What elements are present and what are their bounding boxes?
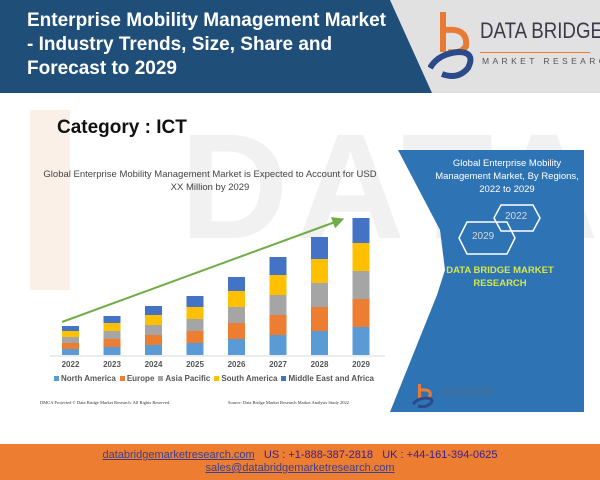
panel-brand-text: DATA BRIDGE MARKET RESEARCH xyxy=(446,265,554,289)
x-tick-label: 2028 xyxy=(311,360,329,369)
website-link[interactable]: databridgemarketresearch.com xyxy=(102,449,255,461)
bar-segment-asia-pacific-2027 xyxy=(269,295,287,315)
bar-segment-europe-2029 xyxy=(352,299,370,327)
bar-segment-south-america-2026 xyxy=(228,291,245,307)
bar-segment-south-america-2027 xyxy=(269,275,287,295)
bar-segment-north-america-2022 xyxy=(62,349,79,355)
legend-item-middle-east-and-africa: Middle East and Africa xyxy=(281,374,374,383)
bar-segment-south-america-2028 xyxy=(311,259,328,283)
x-tick-label: 2023 xyxy=(103,360,121,369)
us-phone: US : +1-888-387-2818 xyxy=(263,449,374,461)
legend-swatch xyxy=(54,376,59,382)
x-tick-label: 2029 xyxy=(352,360,370,369)
bar-segment-middle-east-and-africa-2026 xyxy=(228,277,245,291)
legend-swatch xyxy=(158,376,164,382)
mini-logo-text: DATA BRIDGE xyxy=(440,386,493,395)
bar-segment-north-america-2025 xyxy=(186,343,204,355)
x-tick-label: 2027 xyxy=(269,360,287,369)
growth-trend-arrow xyxy=(61,217,345,323)
mini-logo-icon xyxy=(412,384,434,408)
bar-segment-north-america-2026 xyxy=(228,339,245,355)
legend-swatch xyxy=(119,376,125,382)
header-title-band xyxy=(0,0,432,93)
bar-segment-europe-2026 xyxy=(228,323,245,339)
logo-b-icon xyxy=(427,12,474,79)
hex-label-end: 2029 xyxy=(472,231,495,242)
chart-legend: North America Europe Asia Pacific South Ame… xyxy=(54,374,378,383)
bar-segment-europe-2024 xyxy=(145,335,162,345)
legend-label: South America xyxy=(221,374,278,383)
email-link[interactable]: sales@databridgemarketresearch.com xyxy=(205,462,395,474)
hex-label-start: 2022 xyxy=(505,211,528,222)
page-title: Enterprise Mobility Management Market - … xyxy=(27,10,386,79)
watermark-logo xyxy=(30,110,190,290)
bar-segment-south-america-2023 xyxy=(103,323,121,331)
bar-segment-europe-2023 xyxy=(103,339,121,347)
bar-segment-asia-pacific-2029 xyxy=(352,271,370,299)
bar-segment-middle-east-and-africa-2028 xyxy=(311,237,328,259)
logo-divider xyxy=(480,52,590,53)
x-tick-label: 2022 xyxy=(62,360,80,369)
legend-swatch xyxy=(214,376,220,382)
bar-segment-north-america-2024 xyxy=(145,345,162,355)
bar-segment-europe-2027 xyxy=(269,315,287,335)
legend-label: Asia Pacific xyxy=(165,374,211,383)
bar-segment-north-america-2027 xyxy=(269,335,287,355)
footer-contact-bar: databridgemarketresearch.com US : +1-888… xyxy=(0,444,600,480)
bar-segment-north-america-2023 xyxy=(103,347,121,355)
legend-item-europe: Europe xyxy=(119,374,155,383)
copyright-note: DMCA Protected © Data Bridge Market Rese… xyxy=(40,400,171,405)
bar-segment-middle-east-and-africa-2025 xyxy=(186,296,204,307)
legend-label: Europe xyxy=(126,374,155,383)
bar-segment-europe-2025 xyxy=(186,331,204,343)
legend-item-north-america: North America xyxy=(54,374,116,383)
data-bridge-logo: DATA BRIDGE MARKET RESEARCH xyxy=(427,10,600,80)
bar-segment-middle-east-and-africa-2023 xyxy=(103,316,121,323)
legend-item-asia-pacific: Asia Pacific xyxy=(158,374,210,383)
bar-segment-asia-pacific-2026 xyxy=(228,307,245,323)
chart-title: Global Enterprise Mobility Management Ma… xyxy=(43,169,377,193)
legend-label: North America xyxy=(61,374,116,383)
x-tick-label: 2026 xyxy=(228,360,246,369)
bar-segment-south-america-2024 xyxy=(145,315,162,325)
source-note: Source: Data Bridge Market Research Mark… xyxy=(228,400,349,405)
bar-segment-south-america-2022 xyxy=(62,331,79,337)
bar-segment-north-america-2029 xyxy=(352,327,370,355)
logo-subtitle: MARKET RESEARCH xyxy=(482,56,600,66)
hexagon-2022-icon xyxy=(493,204,541,232)
legend-label: Middle East and Africa xyxy=(288,374,374,383)
bar-segment-middle-east-and-africa-2029 xyxy=(352,218,370,243)
bar-segment-asia-pacific-2024 xyxy=(145,325,162,335)
hexagon-2029-icon xyxy=(458,221,516,255)
bar-segment-south-america-2025 xyxy=(186,307,204,319)
bar-segment-south-america-2029 xyxy=(352,243,370,271)
x-tick-label: 2024 xyxy=(145,360,163,369)
bar-segment-middle-east-and-africa-2022 xyxy=(62,326,79,331)
bar-segment-asia-pacific-2028 xyxy=(311,283,328,307)
panel-title: Global Enterprise Mobility Management Ma… xyxy=(435,158,579,195)
legend-swatch xyxy=(281,376,287,382)
uk-phone: UK : +44-161-394-0625 xyxy=(382,449,498,461)
bar-segment-asia-pacific-2025 xyxy=(186,319,204,331)
x-tick-label: 2025 xyxy=(186,360,204,369)
bar-segment-asia-pacific-2023 xyxy=(103,331,121,339)
bar-segment-europe-2028 xyxy=(311,307,328,331)
bar-segment-asia-pacific-2022 xyxy=(62,337,79,343)
logo-name: DATA BRIDGE xyxy=(480,18,600,43)
bar-segment-middle-east-and-africa-2024 xyxy=(145,306,162,315)
legend-item-south-america: South America xyxy=(214,374,277,383)
bar-segment-europe-2022 xyxy=(62,343,79,349)
category-label: Category : ICT xyxy=(57,117,187,138)
bar-segment-north-america-2028 xyxy=(311,331,328,355)
bar-segment-middle-east-and-africa-2027 xyxy=(269,257,287,275)
